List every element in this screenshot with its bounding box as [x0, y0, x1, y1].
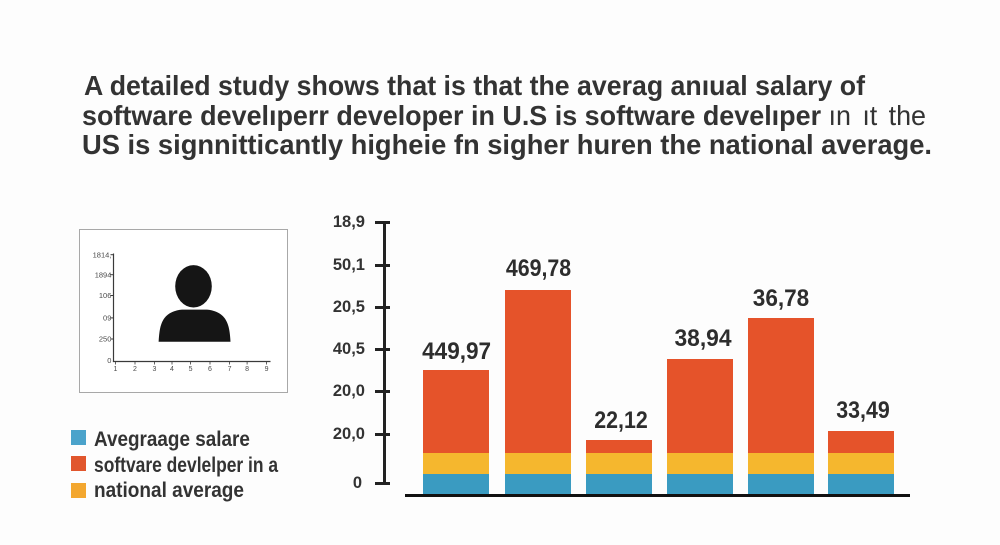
- svg-text:4: 4: [170, 366, 174, 373]
- svg-text:1: 1: [114, 366, 118, 373]
- svg-text:106: 106: [99, 291, 112, 300]
- svg-text:3: 3: [153, 366, 157, 373]
- svg-text:250: 250: [99, 335, 112, 344]
- svg-text:0: 0: [107, 356, 111, 365]
- svg-text:2: 2: [133, 366, 137, 373]
- svg-text:5: 5: [189, 366, 193, 373]
- svg-text:9: 9: [265, 366, 269, 373]
- svg-text:1894: 1894: [95, 270, 112, 279]
- svg-text:6: 6: [208, 366, 212, 373]
- svg-text:09: 09: [103, 314, 111, 323]
- svg-text:7: 7: [228, 366, 232, 373]
- svg-text:1814,: 1814,: [93, 250, 112, 259]
- svg-text:8: 8: [245, 366, 249, 373]
